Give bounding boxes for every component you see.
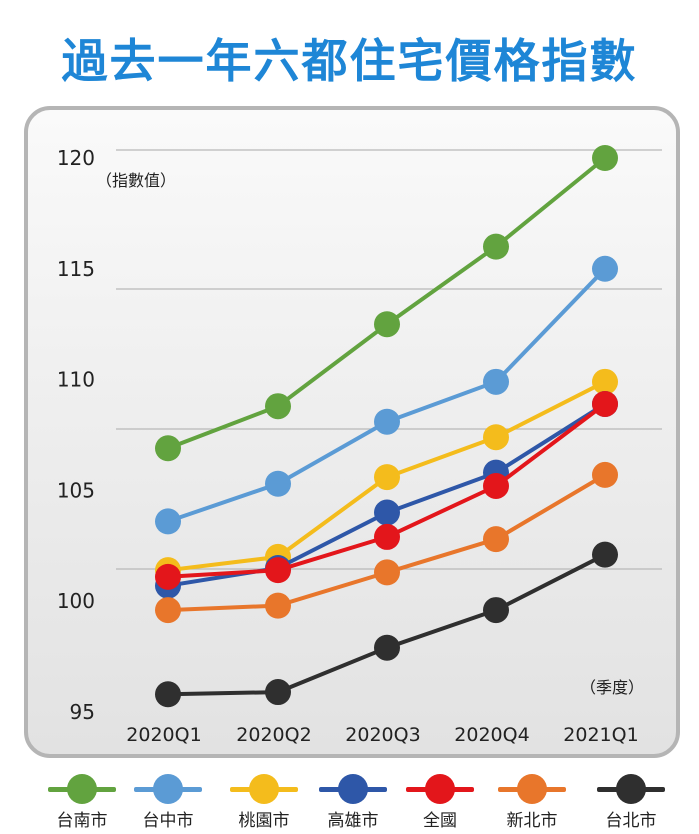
data-point bbox=[483, 233, 509, 260]
series-3 bbox=[155, 368, 618, 584]
data-point bbox=[374, 634, 400, 661]
x-axis-ticks: 2020Q1 2020Q2 2020Q3 2020Q4 2021Q1 bbox=[126, 724, 638, 746]
legend-item: 桃園市 bbox=[216, 768, 312, 834]
data-point bbox=[592, 145, 618, 171]
legend-item: 台中市 bbox=[120, 768, 216, 834]
data-point bbox=[483, 597, 509, 624]
legend-dot-swatch bbox=[153, 774, 183, 804]
data-point bbox=[155, 681, 181, 708]
data-point bbox=[265, 470, 291, 497]
data-point bbox=[265, 393, 291, 420]
y-axis-ticks: 95 100 105 110 115 120 bbox=[57, 146, 95, 724]
series-5 bbox=[155, 390, 618, 590]
data-point bbox=[155, 597, 181, 624]
data-point bbox=[374, 499, 400, 526]
data-point bbox=[592, 461, 618, 488]
legend-label: 高雄市 bbox=[327, 811, 379, 831]
legend: 台南市 台中市 桃園市 高雄市 全國 新北市 台北市 bbox=[0, 768, 699, 834]
legend-item: 台南市 bbox=[34, 768, 130, 834]
x-tick-label: 2020Q3 bbox=[345, 724, 420, 746]
legend-item: 台北市 bbox=[583, 768, 679, 834]
legend-dot-swatch bbox=[249, 774, 279, 804]
data-point bbox=[374, 464, 400, 491]
data-point bbox=[592, 368, 618, 395]
legend-dot-swatch bbox=[616, 774, 646, 804]
series-1 bbox=[155, 145, 618, 462]
y-tick-label: 100 bbox=[57, 589, 95, 613]
chart-title: 過去一年六都住宅價格指數 bbox=[61, 34, 638, 88]
legend-item: 新北市 bbox=[484, 768, 580, 834]
series-7 bbox=[155, 541, 618, 708]
data-point bbox=[592, 255, 618, 282]
legend-label: 台中市 bbox=[142, 811, 194, 831]
series-lines bbox=[155, 145, 618, 708]
y-tick-label: 110 bbox=[57, 368, 95, 392]
data-point bbox=[483, 368, 509, 395]
data-point bbox=[265, 679, 291, 706]
series-6 bbox=[155, 461, 618, 624]
data-point bbox=[483, 526, 509, 553]
legend-label: 新北市 bbox=[506, 811, 558, 831]
x-axis-label: （季度） bbox=[580, 678, 644, 697]
data-point bbox=[374, 311, 400, 338]
data-point bbox=[374, 408, 400, 435]
legend-dot-swatch bbox=[425, 774, 455, 804]
data-point bbox=[374, 523, 400, 550]
data-point bbox=[592, 390, 618, 417]
legend-label: 全國 bbox=[423, 811, 457, 831]
legend-label: 台北市 bbox=[605, 811, 657, 831]
data-point bbox=[592, 541, 618, 568]
legend-label: 桃園市 bbox=[238, 811, 290, 831]
data-point bbox=[155, 563, 181, 590]
y-axis-label: （指數值） bbox=[96, 171, 176, 190]
x-tick-label: 2020Q4 bbox=[454, 724, 529, 746]
y-tick-label: 115 bbox=[57, 257, 95, 281]
data-point bbox=[265, 592, 291, 619]
y-tick-label: 95 bbox=[70, 700, 95, 724]
legend-dot-swatch bbox=[338, 774, 368, 804]
series-2 bbox=[155, 255, 618, 535]
y-tick-label: 105 bbox=[57, 478, 95, 502]
data-point bbox=[483, 472, 509, 499]
data-point bbox=[155, 435, 181, 462]
data-point bbox=[374, 559, 400, 586]
legend-item: 全國 bbox=[392, 768, 488, 834]
x-tick-label: 2020Q2 bbox=[236, 724, 311, 746]
data-point bbox=[265, 557, 291, 584]
series-line bbox=[167, 156, 607, 451]
legend-dot-swatch bbox=[517, 774, 547, 804]
data-point bbox=[483, 424, 509, 451]
x-tick-label: 2020Q1 bbox=[126, 724, 201, 746]
legend-item: 高雄市 bbox=[305, 768, 401, 834]
data-point bbox=[155, 508, 181, 535]
legend-dot-swatch bbox=[67, 774, 97, 804]
y-tick-label: 120 bbox=[57, 146, 95, 170]
x-tick-label: 2021Q1 bbox=[563, 724, 638, 746]
legend-label: 台南市 bbox=[56, 811, 108, 831]
